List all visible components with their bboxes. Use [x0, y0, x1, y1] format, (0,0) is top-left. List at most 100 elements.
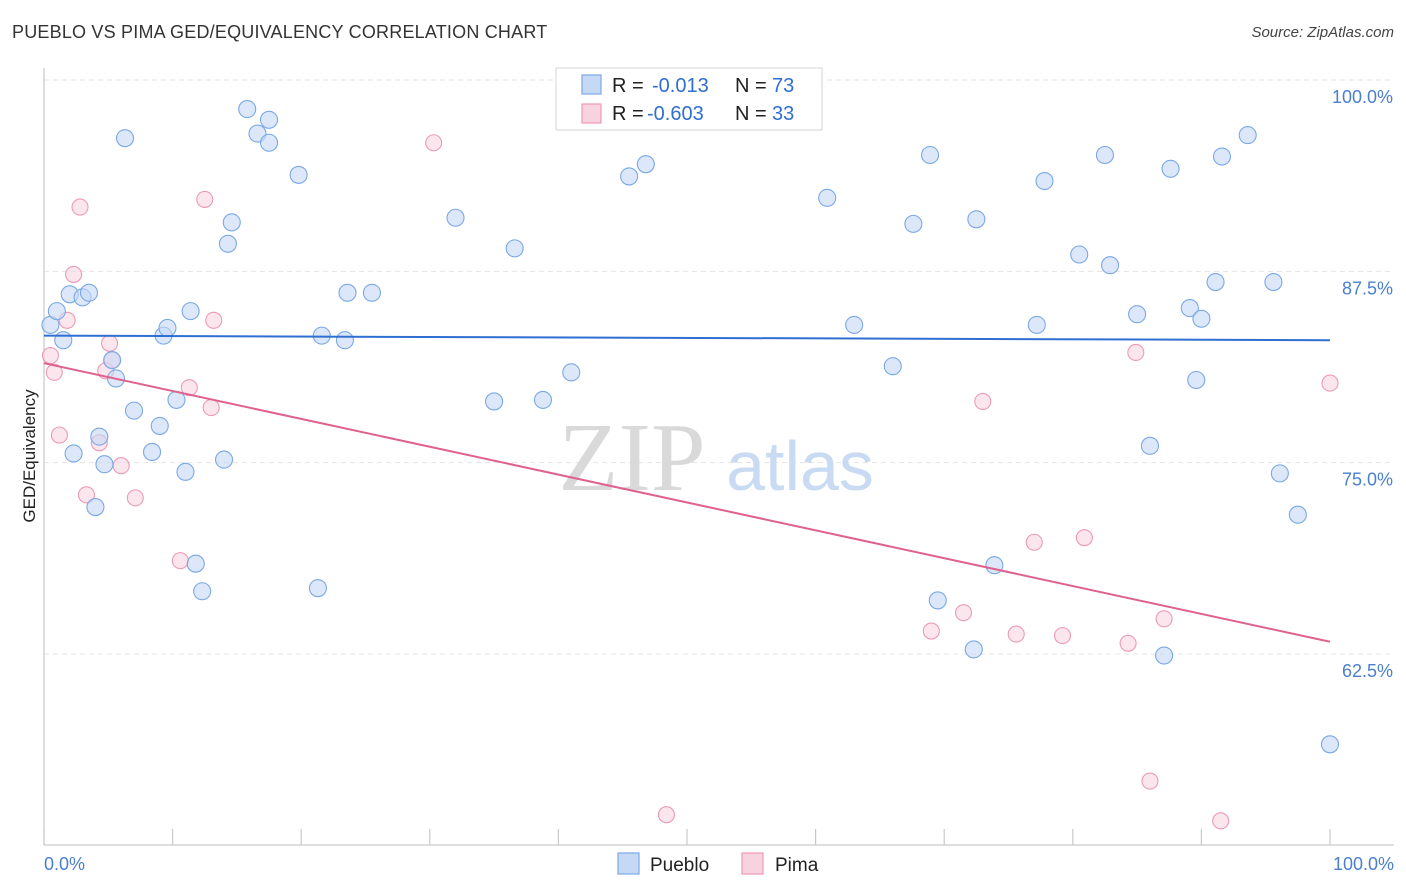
pueblo-point	[64, 444, 83, 463]
legend-r-value-pima: -0.603	[647, 103, 704, 125]
watermark: ZIP atlas	[559, 404, 874, 512]
pima-trend-line	[43, 362, 1331, 643]
pueblo-point	[193, 582, 212, 601]
legend-r-value-pueblo: -0.013	[652, 75, 709, 97]
pueblo-point	[218, 234, 237, 253]
pima-point	[196, 190, 214, 208]
pueblo-point	[86, 498, 105, 517]
pueblo-point	[1070, 245, 1089, 264]
pima-point	[202, 399, 220, 417]
pueblo-point	[186, 554, 205, 573]
y-axis-label: GED/Equivalency	[20, 389, 39, 523]
pueblo-point	[446, 208, 465, 227]
y-tick-label: 62.5%	[1342, 661, 1393, 681]
pueblo-trend-line	[43, 334, 1331, 342]
trend-lines	[43, 334, 1331, 643]
x-axis-ticks	[43, 829, 1331, 845]
x-tick-label-max: 100.0%	[1333, 854, 1394, 874]
pueblo-point	[308, 579, 327, 598]
legend-swatch-pima	[581, 103, 602, 124]
pima-point	[1075, 529, 1093, 547]
legend-r-label-pueblo: R =	[612, 75, 644, 97]
pueblo-point	[90, 427, 109, 446]
pima-point	[657, 806, 675, 824]
pueblo-point	[1095, 145, 1114, 165]
pima-point	[205, 311, 223, 329]
pima-point	[954, 604, 973, 622]
pima-point	[974, 392, 992, 410]
pueblo-point	[158, 318, 177, 338]
pueblo-point	[636, 155, 655, 174]
pueblo-point	[818, 188, 837, 207]
pueblo-point	[259, 110, 279, 129]
pima-point	[77, 486, 95, 504]
x-tick-label-min: 0.0%	[44, 854, 85, 874]
pueblo-point	[95, 455, 114, 474]
pueblo-point	[620, 167, 639, 186]
pueblo-point	[1320, 735, 1340, 754]
legend-r-label-pima: R =	[612, 103, 644, 125]
pueblo-point	[1187, 370, 1206, 390]
pueblo-points	[41, 100, 1340, 754]
pueblo-point	[1264, 272, 1283, 292]
pueblo-point	[142, 442, 162, 462]
pueblo-point	[150, 416, 169, 435]
pueblo-point	[921, 145, 940, 165]
legend-bottom-swatch-pueblo	[617, 852, 640, 875]
pueblo-point	[124, 401, 144, 420]
pueblo-point	[1027, 315, 1046, 334]
pueblo-point	[338, 283, 357, 302]
pima-point	[922, 622, 940, 640]
pueblo-point	[505, 239, 524, 258]
pueblo-point	[1155, 646, 1174, 665]
legend-n-value-pima: 33	[772, 103, 794, 125]
pueblo-point	[928, 591, 947, 610]
legend-n-label-pueblo: N =	[735, 75, 767, 97]
pueblo-point	[1238, 126, 1257, 145]
pueblo-point	[883, 357, 902, 376]
legend-bottom-swatch-pima	[741, 852, 764, 875]
legend-swatch-pueblo	[581, 74, 602, 95]
pueblo-point	[904, 214, 923, 233]
pueblo-point	[533, 390, 553, 409]
gridlines	[44, 79, 1394, 655]
pueblo-point	[845, 315, 864, 334]
pueblo-point	[259, 133, 279, 152]
correlation-legend: R = -0.013 N = 73 R = -0.603 N = 33	[555, 67, 823, 131]
watermark-zip: ZIP	[559, 404, 706, 512]
pueblo-point	[562, 363, 581, 382]
pima-point	[1025, 533, 1043, 551]
pueblo-point	[485, 392, 504, 411]
pueblo-point	[103, 351, 122, 370]
y-tick-label: 100.0%	[1332, 87, 1393, 107]
pueblo-point	[79, 283, 99, 302]
pueblo-point	[214, 450, 234, 469]
pueblo-point	[1180, 299, 1199, 318]
pueblo-point	[54, 331, 73, 350]
pima-point	[1127, 343, 1145, 362]
legend-n-value-pueblo: 73	[772, 75, 794, 97]
pima-point	[425, 134, 443, 152]
pueblo-point	[1035, 171, 1054, 191]
pueblo-point	[176, 462, 195, 481]
pueblo-point	[1270, 464, 1289, 483]
y-axis-tick-labels: 62.5% 75.0% 87.5% 100.0%	[1332, 87, 1393, 681]
legend-n-label-pima: N =	[735, 103, 767, 125]
pueblo-point	[181, 302, 200, 321]
axes	[43, 68, 1394, 846]
pima-point	[50, 426, 68, 444]
legend-bottom-label-pueblo: Pueblo	[650, 855, 709, 876]
pueblo-point	[289, 165, 308, 184]
pima-point	[1141, 772, 1159, 790]
pima-point	[1155, 610, 1173, 628]
pima-point	[126, 489, 144, 507]
y-tick-label: 87.5%	[1342, 278, 1393, 298]
pima-point	[101, 334, 119, 352]
pueblo-point	[1140, 436, 1160, 455]
pueblo-point	[1206, 272, 1225, 292]
pima-point	[1212, 812, 1230, 830]
pima-point	[71, 198, 89, 216]
pueblo-point	[222, 213, 241, 232]
pueblo-point	[964, 640, 983, 659]
